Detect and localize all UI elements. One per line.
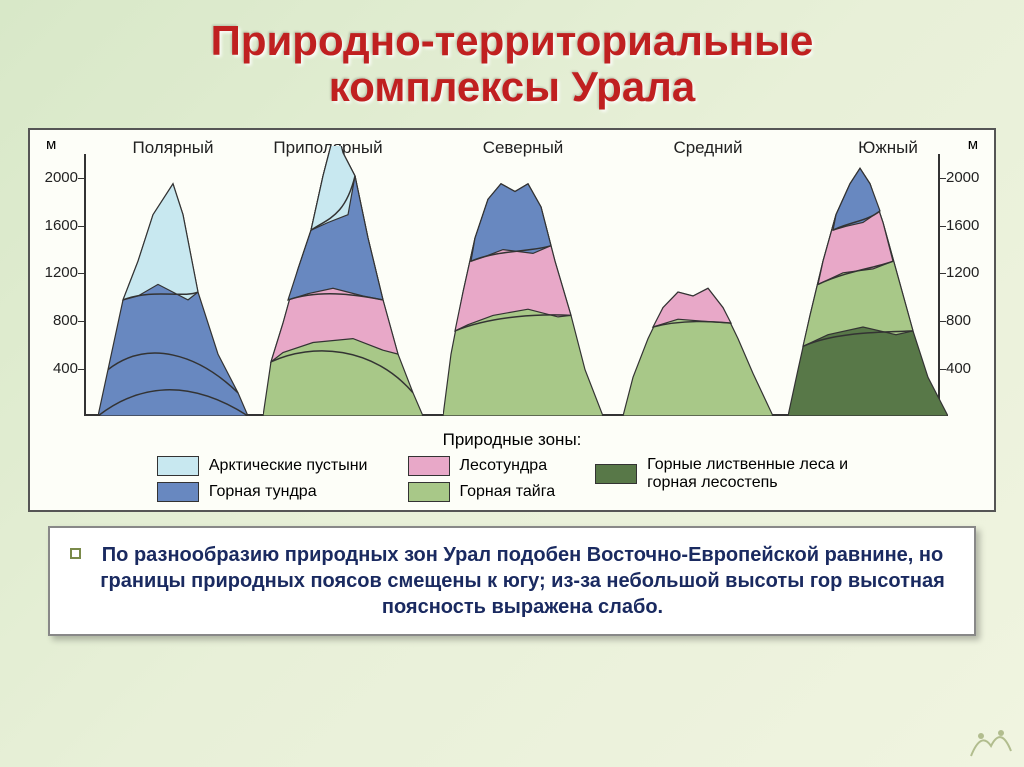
ytick-right: 1200: [946, 264, 984, 281]
mountain-subpolar: [263, 146, 423, 416]
ytick-left: 1200: [40, 264, 78, 281]
chart-area: м м 400 400 800 800 1200 1200 1600 1600 2000 2000…: [38, 136, 986, 426]
legend-item-deciduous: Горные лиственные леса и горная лесостеп…: [595, 456, 867, 492]
ytick-right: 1600: [946, 217, 984, 234]
legend-column: Горные лиственные леса и горная лесостеп…: [595, 456, 867, 502]
y-axis-left: [84, 154, 86, 416]
legend-title: Природные зоны:: [78, 430, 946, 450]
mountain-middle: [623, 146, 773, 416]
legend-item-mountain_taiga: Горная тайга: [408, 482, 556, 502]
legend-label: Горные лиственные леса и горная лесостеп…: [647, 456, 867, 492]
tickmark: [78, 273, 84, 274]
mountain-northern: [443, 146, 603, 416]
title-line-2: комплексы Урала: [329, 63, 695, 110]
decoration-icon: [966, 721, 1016, 761]
mountain-southern: [788, 146, 948, 416]
bullet-icon: [70, 548, 81, 559]
axis-unit-left: м: [46, 136, 56, 153]
mountain-polar: [98, 146, 248, 416]
swatch-icon: [595, 464, 637, 484]
tickmark: [78, 321, 84, 322]
swatch-icon: [408, 482, 450, 502]
swatch-icon: [157, 456, 199, 476]
legend: Природные зоны: Арктические пустыни Горна…: [38, 430, 986, 502]
legend-grid: Арктические пустыни Горная тундра Лесотунд…: [78, 456, 946, 502]
axis-unit-right: м: [968, 136, 978, 153]
legend-item-forest_tundra: Лесотундра: [408, 456, 556, 476]
ytick-left: 800: [40, 312, 78, 329]
legend-column: Лесотундра Горная тайга: [408, 456, 556, 502]
tickmark: [78, 226, 84, 227]
tickmark: [78, 369, 84, 370]
tickmark: [78, 178, 84, 179]
slide-title: Природно-территориальные комплексы Урала: [0, 0, 1024, 120]
ytick-left: 1600: [40, 217, 78, 234]
legend-column: Арктические пустыни Горная тундра: [157, 456, 368, 502]
caption-text: По разнообразию природных зон Урал подоб…: [91, 542, 954, 620]
caption-box: По разнообразию природных зон Урал подоб…: [48, 526, 976, 636]
legend-item-mountain_tundra: Горная тундра: [157, 482, 368, 502]
legend-label: Горная тундра: [209, 483, 317, 501]
ytick-left: 2000: [40, 169, 78, 186]
ytick-right: 2000: [946, 169, 984, 186]
legend-label: Лесотундра: [460, 457, 548, 475]
swatch-icon: [408, 456, 450, 476]
chart-container: м м 400 400 800 800 1200 1200 1600 1600 2000 2000…: [28, 128, 996, 512]
ytick-right: 400: [946, 360, 984, 377]
zone-mountain_tundra: [471, 184, 551, 261]
swatch-icon: [157, 482, 199, 502]
ytick-right: 800: [946, 312, 984, 329]
title-line-1: Природно-территориальные: [211, 17, 814, 64]
zone-arctic_desert: [123, 184, 198, 300]
legend-item-arctic_desert: Арктические пустыни: [157, 456, 368, 476]
legend-label: Арктические пустыни: [209, 457, 368, 475]
ytick-left: 400: [40, 360, 78, 377]
legend-label: Горная тайга: [460, 483, 556, 501]
